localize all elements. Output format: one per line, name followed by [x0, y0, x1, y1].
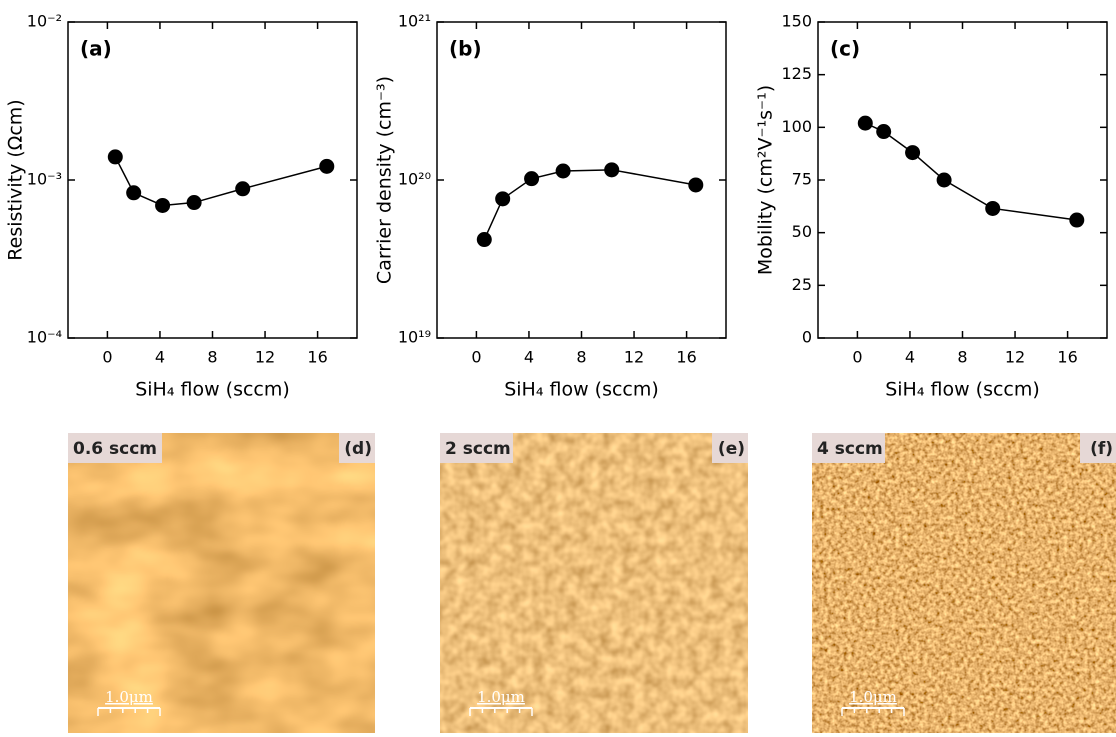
panel-label: (c): [830, 37, 860, 61]
y-tick-label: 10²⁰: [398, 170, 431, 189]
x-tick-label: 12: [624, 348, 644, 367]
x-tick-label: 0: [102, 348, 112, 367]
x-tick-label: 16: [307, 348, 327, 367]
data-point: [985, 201, 1000, 216]
y-tick-label: 125: [781, 64, 812, 83]
data-line: [865, 123, 1076, 220]
y-axis-title: Mobility (cm²V⁻¹s⁻¹): [755, 85, 777, 275]
y-axis-title: Resistivity (Ωcm): [5, 99, 27, 260]
panel-label: (e): [718, 439, 745, 459]
y-tick-label: 10²¹: [398, 12, 431, 31]
data-point: [858, 116, 873, 131]
data-point: [1069, 213, 1084, 228]
scale-label: 1.0μm: [477, 688, 525, 706]
x-tick-label: 8: [957, 348, 967, 367]
y-tick-label: 100: [781, 117, 812, 136]
y-tick-label: 10⁻⁴: [27, 328, 62, 347]
x-tick-label: 16: [676, 348, 696, 367]
x-tick-label: 12: [255, 348, 275, 367]
x-tick-label: 4: [905, 348, 915, 367]
condition-label: 4 sccm: [817, 439, 883, 459]
x-tick-label: 16: [1057, 348, 1077, 367]
y-tick-label: 50: [792, 222, 812, 241]
data-point: [319, 159, 334, 174]
scale-label: 1.0μm: [105, 688, 153, 706]
data-line: [484, 170, 695, 240]
data-point: [187, 195, 202, 210]
y-tick-label: 75: [792, 170, 812, 189]
data-point: [155, 198, 170, 213]
x-axis-title: SiH₄ flow (sccm): [135, 379, 290, 401]
x-axis-title: SiH₄ flow (sccm): [885, 379, 1040, 401]
data-point: [937, 173, 952, 188]
condition-label: 0.6 sccm: [73, 439, 157, 459]
x-tick-label: 0: [471, 348, 481, 367]
data-point: [495, 191, 510, 206]
x-tick-label: 4: [155, 348, 165, 367]
plot-frame: [437, 22, 726, 338]
data-point: [876, 124, 891, 139]
y-tick-label: 10⁻²: [27, 12, 62, 31]
data-point: [556, 164, 571, 179]
data-point: [235, 181, 250, 196]
figure: 0 4 8 12 16 10⁻⁴ 10⁻³ 10⁻² SiH₄ flow (sccm) Resis…: [0, 0, 1116, 733]
panel-label: (d): [344, 439, 372, 459]
panel-label: (a): [80, 37, 112, 61]
y-tick-label: 25: [792, 275, 812, 294]
data-point: [108, 149, 123, 164]
x-axis-title: SiH₄ flow (sccm): [504, 379, 659, 401]
y-tick-label: 10⁻³: [27, 170, 62, 189]
y-tick-label: 0: [802, 328, 812, 347]
x-tick-label: 12: [1005, 348, 1025, 367]
data-point: [604, 162, 619, 177]
data-point: [477, 232, 492, 247]
scale-label: 1.0μm: [849, 688, 897, 706]
y-tick-label: 10¹⁹: [398, 328, 431, 347]
plot-frame: [68, 22, 357, 338]
x-tick-label: 8: [207, 348, 217, 367]
data-point: [524, 171, 539, 186]
condition-label: 2 sccm: [445, 439, 511, 459]
data-point: [905, 145, 920, 160]
x-tick-label: 4: [524, 348, 534, 367]
y-tick-label: 150: [781, 12, 812, 31]
y-axis-title: Carrier density (cm⁻³): [374, 76, 396, 284]
panel-label: (f): [1090, 439, 1113, 459]
data-point: [126, 185, 141, 200]
x-tick-label: 8: [576, 348, 586, 367]
data-point: [688, 177, 703, 192]
plot-frame: [818, 22, 1107, 338]
x-tick-label: 0: [852, 348, 862, 367]
panel-label: (b): [449, 37, 482, 61]
data-line: [115, 157, 326, 206]
